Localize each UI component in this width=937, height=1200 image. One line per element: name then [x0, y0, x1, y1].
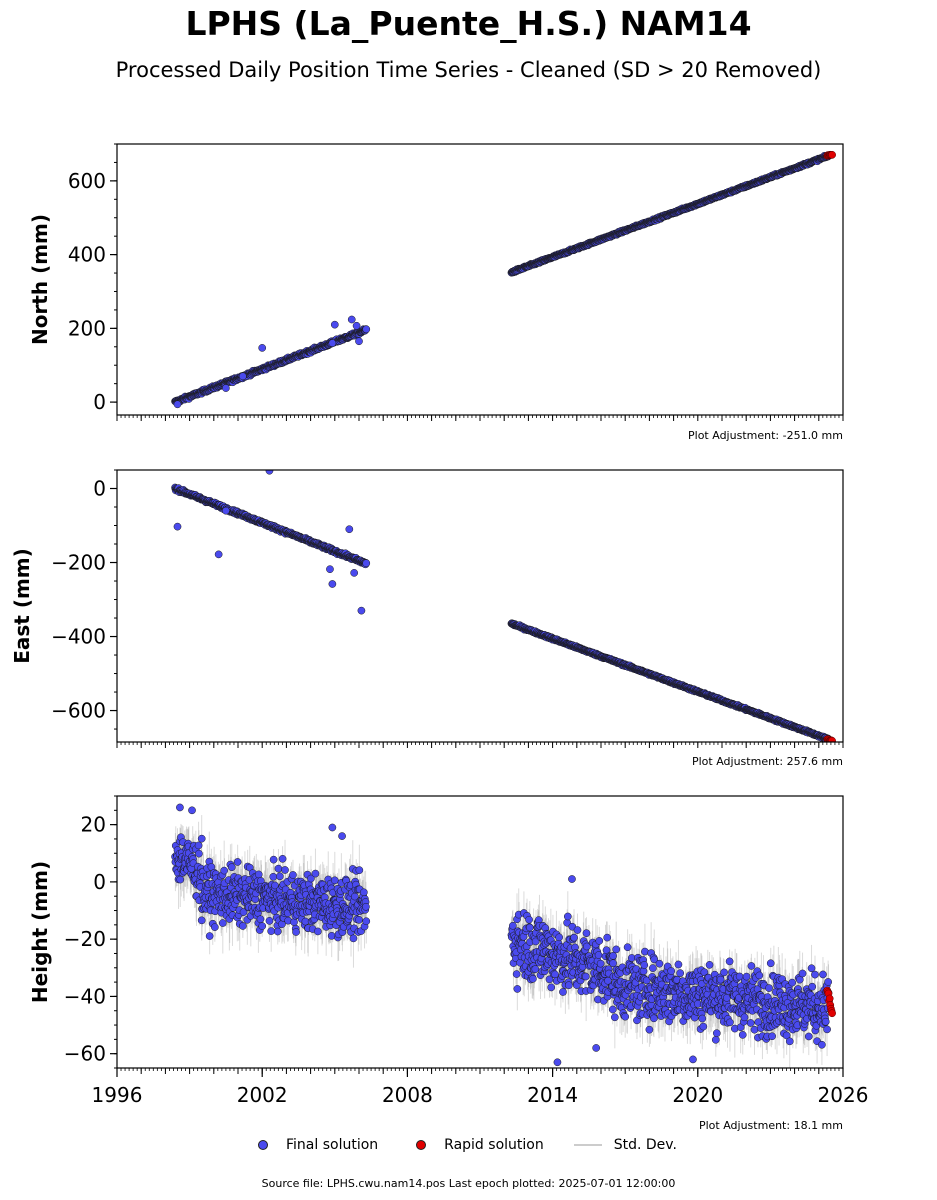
y-tick-label: 200 [68, 316, 106, 340]
final-point [173, 400, 182, 409]
final-point [328, 580, 337, 588]
y-axis-label: East (mm) [10, 548, 34, 664]
final-point [222, 384, 230, 392]
final-point [352, 321, 361, 330]
rapid-point [828, 736, 836, 742]
final-point [362, 559, 371, 568]
final-point [362, 325, 371, 334]
final-point [330, 320, 339, 329]
y-tick-label: −400 [51, 625, 106, 649]
y-tick-label: 600 [68, 169, 106, 193]
final-point [222, 506, 230, 515]
final-point [238, 372, 247, 381]
rapid-point [828, 150, 836, 159]
y-tick-label: 0 [93, 477, 106, 501]
plot-area-2 [171, 803, 836, 1068]
panel-1: −600 −400 −200 0 East (mm) [10, 469, 844, 748]
final-point [350, 569, 359, 577]
final-point [176, 875, 185, 884]
final-point [258, 344, 267, 352]
plot-area-1 [171, 470, 836, 742]
chart-title: LPHS (La_Puente_H.S.) NAM14 [185, 4, 752, 43]
final-point [357, 606, 366, 615]
plot-area-0 [171, 150, 836, 409]
y-tick-label: −200 [51, 551, 106, 575]
final-point [326, 565, 334, 574]
axes-frame [116, 143, 844, 416]
final-point [345, 525, 354, 534]
y-tick-label: 0 [93, 390, 106, 414]
final-point [355, 337, 363, 346]
final-point [265, 470, 274, 475]
y-tick-label: 400 [68, 243, 106, 267]
final-point [214, 550, 223, 559]
final-point [173, 522, 182, 531]
y-tick-label: −600 [51, 699, 106, 723]
chart-subtitle: Processed Daily Position Time Series - C… [115, 58, 822, 82]
panel-0: 0 200 400 600 North (mm) [28, 143, 844, 421]
final-point [328, 339, 337, 347]
final-point [347, 315, 356, 324]
y-axis-label: North (mm) [28, 214, 52, 345]
